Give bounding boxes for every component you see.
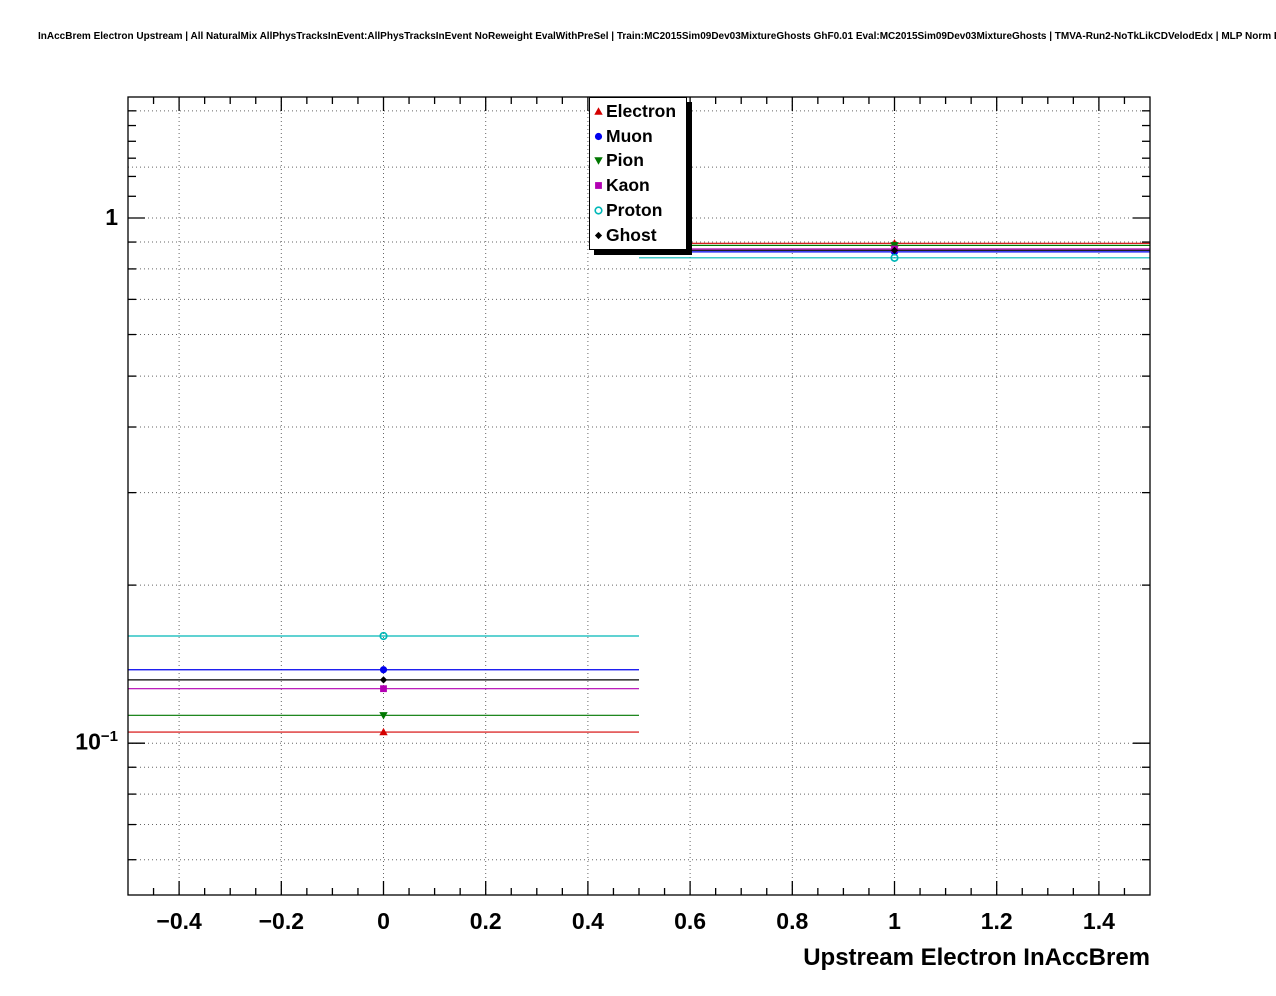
circle-icon: [594, 132, 603, 140]
legend-item-pion: Pion: [592, 149, 686, 174]
x-tick-label: 1.2: [980, 908, 1013, 934]
square-icon: [595, 182, 602, 190]
triangle-down-icon: [594, 157, 603, 166]
y-tick-label-1: 1: [60, 204, 118, 231]
legend-label: Muon: [606, 125, 653, 146]
legend-item-ghost: Ghost: [592, 223, 686, 248]
y-tick-1-text: 1: [105, 204, 118, 230]
open-circle-icon: [594, 206, 603, 215]
x-tick-label: 1.4: [1082, 908, 1115, 934]
series-pion: [128, 242, 1150, 720]
y-tick-01-exponent: −1: [100, 728, 118, 745]
plot-title: InAccBrem Electron Upstream | All Natura…: [38, 31, 1276, 42]
legend-label: Kaon: [606, 175, 650, 196]
x-tick-label: 0.2: [469, 908, 502, 934]
x-tick-label: 0.6: [674, 908, 707, 934]
triangle-up-icon: [594, 107, 603, 115]
legend-label: Proton: [606, 200, 663, 221]
x-tick-label: −0.2: [258, 908, 304, 934]
legend-item-kaon: Kaon: [592, 173, 686, 198]
series-ghost: [128, 246, 1150, 684]
legend-label: Ghost: [606, 224, 657, 245]
x-tick-label: −0.4: [156, 908, 202, 934]
legend-item-muon: Muon: [592, 124, 686, 149]
x-tick-label: 0.4: [571, 908, 604, 934]
y-tick-01-base: 10: [75, 728, 101, 755]
x-axis-title: Upstream Electron InAccBrem: [803, 944, 1150, 971]
y-tick-label-0.1: 10−1: [30, 728, 118, 756]
series-proton: [128, 253, 1150, 641]
x-tick-label: 1: [888, 908, 901, 934]
diamond-icon: [594, 231, 603, 239]
legend-item-proton: Proton: [592, 198, 686, 223]
legend: Electron Muon Pion Kaon Proton Ghost: [589, 97, 687, 250]
x-tick-label: 0: [377, 908, 390, 934]
legend-label: Electron: [606, 100, 677, 121]
legend-item-electron: Electron: [592, 99, 686, 124]
x-tick-label: 0.8: [776, 908, 809, 934]
legend-label: Pion: [606, 150, 644, 171]
